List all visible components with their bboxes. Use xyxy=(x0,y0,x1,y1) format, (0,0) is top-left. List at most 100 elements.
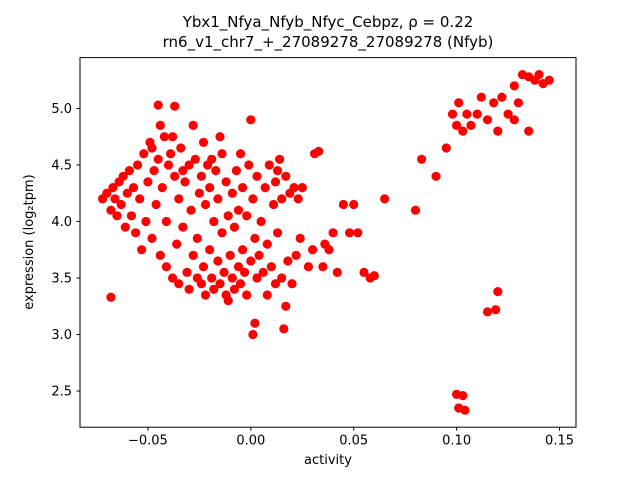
data-point xyxy=(359,267,369,277)
data-point xyxy=(273,228,283,238)
data-point xyxy=(524,126,534,136)
x-tick-label: 0.05 xyxy=(339,434,368,449)
y-tick-label: 3.5 xyxy=(51,272,72,287)
data-point xyxy=(493,287,503,297)
data-point xyxy=(238,245,248,255)
data-point xyxy=(273,166,283,176)
data-point xyxy=(238,183,248,193)
data-point xyxy=(200,199,211,210)
x-tick-label: 0.10 xyxy=(442,434,471,449)
data-point xyxy=(205,183,215,193)
data-point xyxy=(447,109,458,119)
x-tick-label: 0.15 xyxy=(545,434,574,449)
data-point xyxy=(287,279,297,289)
data-point xyxy=(157,183,167,193)
x-axis-label: activity xyxy=(304,453,352,468)
data-point xyxy=(472,109,482,119)
data-point xyxy=(118,171,128,181)
data-point xyxy=(353,228,363,238)
data-point xyxy=(369,271,379,281)
data-point xyxy=(163,160,174,170)
data-point xyxy=(225,250,235,260)
data-point xyxy=(190,154,200,164)
data-point xyxy=(281,171,291,181)
data-point xyxy=(198,262,209,272)
data-point xyxy=(250,233,260,243)
data-point xyxy=(219,267,229,277)
data-point xyxy=(458,126,468,136)
chart-title-line1: Ybx1_Nfya_Nfyb_Nfyc_Cebpz, ρ = 0.22 xyxy=(182,13,474,32)
data-point xyxy=(270,279,281,289)
y-tick-label: 4.0 xyxy=(51,215,72,230)
data-point xyxy=(133,160,143,170)
data-point xyxy=(112,211,122,221)
data-point xyxy=(209,284,219,294)
data-point xyxy=(196,279,206,289)
data-point xyxy=(128,183,139,193)
data-point xyxy=(452,120,462,130)
data-point xyxy=(417,154,427,164)
data-point xyxy=(178,222,188,232)
y-tick-label: 4.5 xyxy=(51,158,72,173)
data-point xyxy=(260,183,270,193)
data-point xyxy=(174,194,184,204)
data-point xyxy=(207,273,217,283)
data-point xyxy=(153,100,163,110)
data-point xyxy=(345,228,355,238)
data-point xyxy=(266,262,276,272)
data-point xyxy=(166,149,176,159)
data-point xyxy=(332,267,342,277)
data-point xyxy=(497,92,507,102)
data-point xyxy=(217,228,227,238)
data-point xyxy=(180,177,190,187)
data-point xyxy=(233,262,244,272)
data-point xyxy=(544,75,554,85)
data-point xyxy=(178,166,188,176)
data-point xyxy=(482,115,493,125)
data-point xyxy=(182,267,192,277)
data-point xyxy=(217,149,227,159)
data-point xyxy=(213,256,223,266)
data-point xyxy=(102,188,112,198)
data-point xyxy=(205,245,215,255)
data-point xyxy=(324,245,334,255)
data-point xyxy=(139,149,149,159)
data-point xyxy=(215,132,225,142)
data-point xyxy=(106,292,116,302)
data-point xyxy=(252,171,262,181)
data-point xyxy=(244,160,254,170)
data-point xyxy=(460,405,470,415)
data-point xyxy=(314,146,324,156)
plot-area: −0.05 0.00 0.05 0.10 0.15 2.5 3.0 3.5 4.0 4.5 5.0 xyxy=(51,57,577,449)
data-point xyxy=(196,171,206,181)
data-point xyxy=(250,318,260,328)
data-point xyxy=(172,239,182,249)
data-point xyxy=(509,115,519,125)
data-point xyxy=(493,126,503,136)
data-point xyxy=(264,160,274,170)
data-point xyxy=(116,199,126,210)
data-point xyxy=(297,183,307,193)
data-point xyxy=(194,188,204,198)
data-point xyxy=(256,216,266,227)
data-point xyxy=(262,290,272,300)
data-point xyxy=(200,290,211,300)
data-point xyxy=(131,228,141,238)
data-point xyxy=(176,143,186,153)
y-tick-label: 5.0 xyxy=(51,102,72,117)
y-axis-label: expression (log₂tpm) xyxy=(22,174,37,309)
data-point xyxy=(509,81,519,91)
chart-title-line2: rn6_v1_chr7_+_27089278_27089278 (Nfyb) xyxy=(163,33,494,52)
data-point xyxy=(155,250,165,260)
data-point xyxy=(229,284,239,294)
data-point xyxy=(124,166,134,176)
data-point xyxy=(270,177,281,187)
data-point xyxy=(186,205,196,215)
data-point xyxy=(235,279,246,289)
data-point xyxy=(168,273,178,283)
x-tick-label: 0.00 xyxy=(236,434,265,449)
data-point xyxy=(215,279,225,289)
data-point xyxy=(462,109,472,119)
